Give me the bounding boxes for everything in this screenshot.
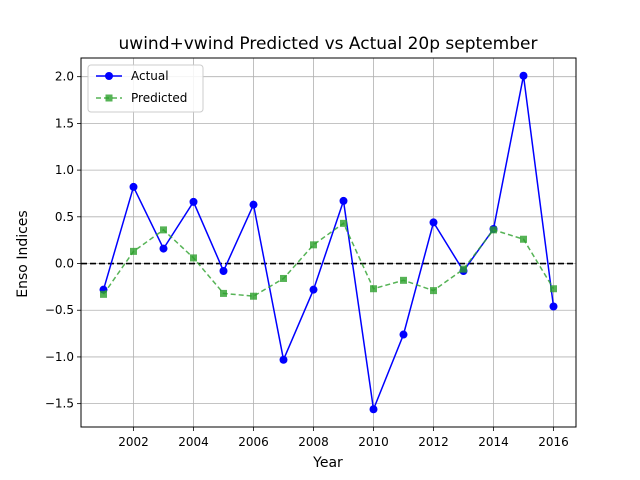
y-tick-label: 0.5	[55, 210, 74, 224]
actual-point	[520, 72, 528, 80]
predicted-point	[280, 275, 287, 282]
legend-predicted-label: Predicted	[131, 91, 187, 105]
x-tick-label: 2008	[298, 435, 329, 449]
series-actual	[100, 72, 558, 414]
predicted-point	[190, 254, 197, 261]
actual-point	[130, 183, 138, 191]
legend-actual-label: Actual	[131, 69, 169, 83]
predicted-point	[370, 285, 377, 292]
y-tick-label: −1.0	[45, 350, 74, 364]
axis-ticks: 2002 2004 2006 2008 2010 2012 2014 2016 −1.5 −1.0…	[45, 70, 569, 449]
actual-point	[400, 331, 408, 339]
predicted-point	[220, 290, 227, 297]
y-tick-label: −1.5	[45, 397, 74, 411]
predicted-point	[250, 293, 257, 300]
x-tick-label: 2012	[418, 435, 449, 449]
predicted-point	[130, 248, 137, 255]
actual-line	[104, 76, 554, 410]
x-tick-label: 2006	[238, 435, 269, 449]
x-tick-label: 2010	[358, 435, 389, 449]
actual-point	[250, 201, 258, 209]
predicted-point	[160, 226, 167, 233]
y-tick-label: 0.0	[55, 257, 74, 271]
x-tick-label: 2004	[178, 435, 209, 449]
y-tick-label: 2.0	[55, 70, 74, 84]
grid-lines	[81, 58, 576, 427]
chart-title: uwind+vwind Predicted vs Actual 20p sept…	[119, 34, 538, 54]
predicted-point	[490, 226, 497, 233]
actual-point	[550, 302, 558, 310]
series-predicted	[100, 220, 557, 300]
series-layer	[100, 72, 558, 414]
predicted-point	[340, 220, 347, 227]
legend-predicted-marker	[106, 95, 113, 102]
actual-point	[430, 218, 438, 226]
x-tick-label: 2002	[118, 435, 149, 449]
plot-frame	[81, 58, 576, 427]
y-tick-label: 1.0	[55, 163, 74, 177]
predicted-point	[430, 287, 437, 294]
actual-point	[190, 198, 198, 206]
x-tick-label: 2014	[478, 435, 509, 449]
predicted-point	[460, 266, 467, 273]
actual-point	[280, 356, 288, 364]
predicted-line	[104, 223, 554, 296]
legend: Actual Predicted	[88, 65, 203, 112]
y-tick-label: −0.5	[45, 303, 74, 317]
y-axis-label: Enso Indices	[15, 210, 31, 297]
x-axis-label: Year	[312, 455, 343, 471]
actual-point	[340, 197, 348, 205]
predicted-point	[550, 285, 557, 292]
predicted-point	[520, 236, 527, 243]
y-tick-label: 1.5	[55, 116, 74, 130]
actual-point	[220, 267, 228, 275]
actual-point	[160, 245, 168, 253]
predicted-point	[310, 241, 317, 248]
actual-point	[370, 405, 378, 413]
legend-actual-marker	[105, 72, 113, 80]
predicted-point	[400, 277, 407, 284]
actual-point	[310, 286, 318, 294]
predicted-point	[100, 291, 107, 298]
x-tick-label: 2016	[538, 435, 569, 449]
